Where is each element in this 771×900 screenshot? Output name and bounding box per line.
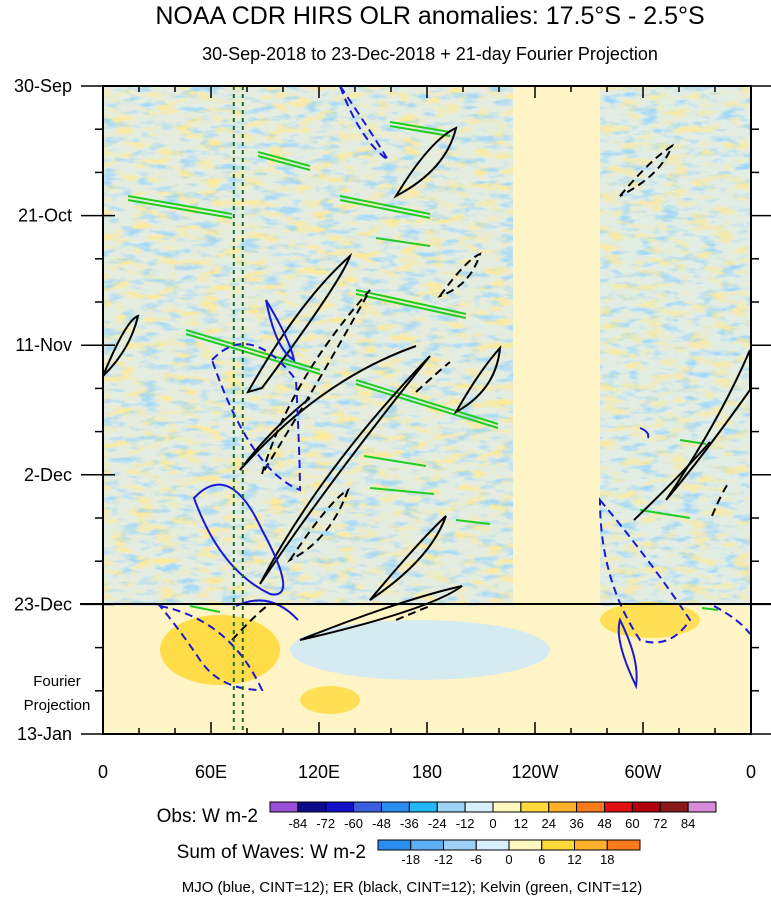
x-tick-label: 120W	[511, 762, 558, 782]
y-tick-label: 11-Nov	[15, 335, 72, 355]
colorbar-swatch	[353, 801, 382, 813]
colorbar-swatch	[576, 801, 605, 813]
x-tick-label: 0	[746, 762, 756, 782]
colorbar-tick-label: 48	[597, 816, 611, 831]
colorbar-swatch	[687, 801, 717, 813]
colorbar-swatch	[574, 839, 608, 851]
er-contours	[103, 126, 751, 641]
colorbar-swatch	[631, 801, 661, 813]
colorbar-swatch	[410, 839, 444, 851]
colorbar-swatch	[408, 801, 438, 813]
y-axis: 30-Sep 21-Oct 11-Nov 2-Dec 23-Dec 13-Jan	[14, 76, 771, 744]
obs-colorbar: -84 -72 -60 -48 -36 -24 -12 0 12 24 36 48 60 72 84	[269, 801, 717, 831]
mjo-dashed-contours	[157, 86, 751, 692]
colorbar-swatch	[381, 801, 410, 813]
colorbar-swatch	[464, 801, 494, 813]
colorbar-swatch	[606, 839, 641, 851]
colorbar-swatch	[659, 801, 689, 813]
colorbar-swatch	[269, 801, 299, 813]
colorbar-tick-label: 36	[569, 816, 583, 831]
colorbar-tick-label: 84	[681, 816, 695, 831]
colorbar-tick-label: -48	[372, 816, 391, 831]
colorbar-swatch	[475, 839, 510, 851]
colorbar-tick-label: -18	[401, 852, 420, 867]
plot-area	[103, 86, 751, 734]
colorbar-tick-label: -12	[456, 816, 475, 831]
chart-title: NOAA CDR HIRS OLR anomalies: 17.5°S - 2.…	[155, 2, 704, 30]
y-tick-label: 13-Jan	[17, 724, 72, 744]
waves-legend-label: Sum of Waves: W m-2	[177, 842, 366, 863]
colorbar-swatch	[297, 801, 327, 813]
footer-caption: MJO (blue, CINT=12); ER (black, CINT=12)…	[182, 879, 643, 896]
colorbar-tick-label: -12	[434, 852, 453, 867]
y-tick-label: 21-Oct	[18, 206, 72, 226]
colorbar-tick-label: 6	[538, 852, 545, 867]
projection-label-line1: Fourier	[33, 673, 81, 690]
colorbar-swatch	[548, 801, 578, 813]
y-tick-label: 2-Dec	[24, 465, 72, 485]
colorbar-tick-label: 12	[567, 852, 581, 867]
colorbar-swatch	[508, 839, 543, 851]
colorbar-tick-label: 0	[489, 816, 496, 831]
y-tick-label: 30-Sep	[14, 76, 72, 96]
colorbar-tick-label: 0	[505, 852, 512, 867]
x-axis: 0 60E 120E 180 120W 60W 0	[98, 86, 756, 782]
x-tick-label: 180	[412, 762, 442, 782]
chart-subtitle: 30-Sep-2018 to 23-Dec-2018 + 21-day Four…	[202, 44, 658, 64]
colorbar-tick-label: -36	[400, 816, 419, 831]
colorbar-tick-label: -60	[344, 816, 363, 831]
colorbar-tick-label: -6	[470, 852, 482, 867]
projection-label-line2: Projection	[24, 697, 91, 714]
colorbar-tick-label: -24	[428, 816, 447, 831]
colorbar-tick-label: 18	[600, 852, 614, 867]
colorbar-swatch	[492, 801, 522, 813]
y-tick-label: 23-Dec	[14, 594, 72, 614]
convective-band-indo-pacific	[103, 86, 513, 606]
colorbar-swatch	[443, 839, 477, 851]
colorbar-swatch	[325, 801, 355, 813]
kelvin-contours	[127, 121, 719, 613]
x-tick-label: 0	[98, 762, 108, 782]
colorbar-tick-label: -72	[316, 816, 335, 831]
er-dashed-contours	[231, 143, 729, 641]
projection-field	[103, 602, 751, 734]
colorbar-tick-label: 60	[625, 816, 639, 831]
x-tick-label: 60E	[195, 762, 227, 782]
obs-legend-label: Obs: W m-2	[157, 806, 258, 827]
colorbar-swatch	[377, 839, 412, 851]
colorbar-tick-label: 24	[542, 816, 556, 831]
colorbar-swatch	[541, 839, 575, 851]
colorbar-swatch	[436, 801, 466, 813]
x-tick-label: 60W	[624, 762, 661, 782]
convective-band-americas	[600, 86, 751, 606]
waves-colorbar: -18 -12 -6 0 6 12 18	[377, 839, 641, 867]
colorbar-swatch	[520, 801, 550, 813]
colorbar-tick-label: 72	[653, 816, 667, 831]
colorbar-tick-label: -84	[288, 816, 307, 831]
x-tick-label: 120E	[298, 762, 340, 782]
colorbar-swatch	[604, 801, 633, 813]
colorbar-tick-label: 12	[514, 816, 528, 831]
